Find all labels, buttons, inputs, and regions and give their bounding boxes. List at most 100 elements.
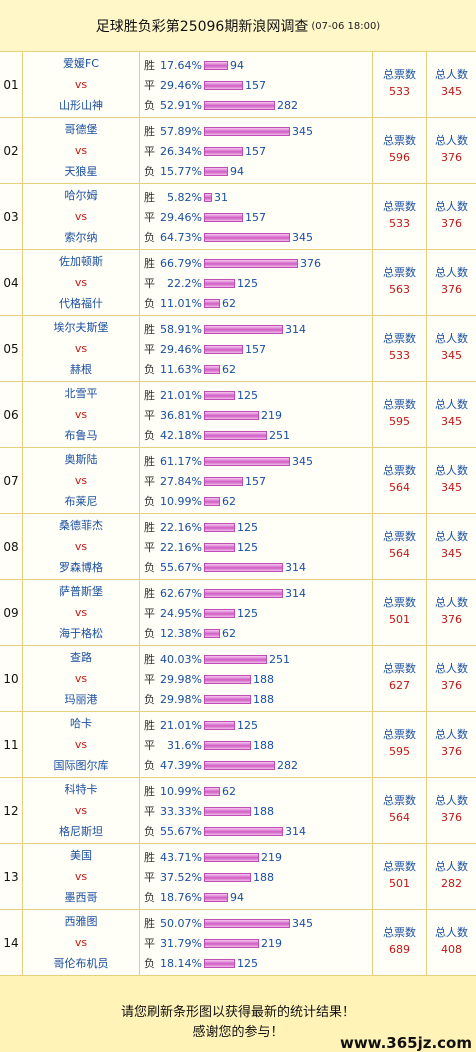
home-team-link[interactable]: 爱媛FC [62, 57, 99, 70]
loss-percent: 42.18% [160, 428, 202, 442]
away-team-link[interactable]: 国际图尔库 [53, 759, 109, 772]
total-people-cell: 总人数 345 [426, 448, 476, 513]
total-votes-cell: 总票数 595 [372, 712, 426, 777]
home-team-link[interactable]: 西雅图 [64, 915, 98, 928]
away-team-link[interactable]: 索尔纳 [64, 231, 98, 244]
draw-bar [204, 410, 259, 420]
match-row: 08 桑德菲杰 vs 罗森博格 胜 22.16% 125 平 22.16% 125 负 55.67% 3… [0, 514, 476, 580]
total-votes-label: 总票数 [383, 464, 416, 477]
draw-line: 平 36.81% 219 [140, 407, 372, 423]
away-team-link[interactable]: 玛丽港 [64, 693, 98, 706]
loss-line: 负 55.67% 314 [140, 823, 372, 839]
draw-line: 平 29.98% 188 [140, 671, 372, 687]
win-label: 胜 [144, 917, 155, 930]
home-team-link[interactable]: 科特卡 [64, 783, 98, 796]
total-votes-cell: 总票数 564 [372, 448, 426, 513]
match-number: 06 [3, 407, 19, 422]
home-team-link[interactable]: 埃尔夫斯堡 [53, 321, 109, 334]
away-team-link[interactable]: 哥伦布机员 [53, 957, 109, 970]
total-people-label: 总人数 [435, 266, 468, 279]
match-teams: 西雅图 vs 哥伦布机员 [22, 910, 140, 975]
home-team-link[interactable]: 奥斯陆 [64, 453, 98, 466]
loss-percent: 11.01% [160, 296, 202, 310]
loss-count: 314 [285, 560, 306, 574]
total-votes-value: 501 [389, 613, 410, 626]
draw-count: 188 [253, 804, 274, 818]
vs-label: vs [74, 474, 88, 487]
away-team-link[interactable]: 赫根 [70, 363, 92, 376]
draw-count: 157 [245, 78, 266, 92]
draw-line: 平 26.34% 157 [140, 143, 372, 159]
win-line: 胜 21.01% 125 [140, 717, 372, 733]
survey-time: (07-06 18:00) [311, 21, 381, 32]
win-percent: 57.89% [160, 124, 202, 138]
draw-count: 157 [245, 342, 266, 356]
win-percent: 21.01% [160, 388, 202, 402]
away-team-link[interactable]: 天狼星 [64, 165, 98, 178]
total-people-label: 总人数 [435, 794, 468, 807]
loss-percent: 52.91% [160, 98, 202, 112]
match-row: 14 西雅图 vs 哥伦布机员 胜 50.07% 345 平 31.79% 219 负 18.14% 1… [0, 910, 476, 976]
win-count: 31 [214, 190, 228, 204]
away-team-link[interactable]: 格尼斯坦 [59, 825, 103, 838]
loss-label: 负 [144, 165, 155, 178]
win-count: 314 [285, 586, 306, 600]
loss-bar [204, 562, 283, 572]
draw-percent: 26.34% [160, 144, 202, 158]
away-team-link[interactable]: 山形山神 [59, 99, 103, 112]
away-team-link[interactable]: 罗森博格 [59, 561, 103, 574]
total-votes-cell: 总票数 689 [372, 910, 426, 975]
win-label: 胜 [144, 191, 155, 204]
loss-label: 负 [144, 693, 155, 706]
home-team-link[interactable]: 哥德堡 [64, 123, 98, 136]
win-label: 胜 [144, 125, 155, 138]
total-people-value: 345 [441, 547, 462, 560]
away-team-link[interactable]: 布鲁马 [64, 429, 98, 442]
total-people-label: 总人数 [435, 530, 468, 543]
away-team-link[interactable]: 墨西哥 [64, 891, 98, 904]
draw-line: 平 29.46% 157 [140, 341, 372, 357]
loss-label: 负 [144, 495, 155, 508]
home-team-link[interactable]: 查路 [70, 651, 92, 664]
win-percent: 21.01% [160, 718, 202, 732]
draw-line: 平 31.79% 219 [140, 935, 372, 951]
win-line: 胜 21.01% 125 [140, 387, 372, 403]
home-team-link[interactable]: 美国 [70, 849, 92, 862]
total-people-value: 376 [441, 811, 462, 824]
match-number: 10 [3, 671, 19, 686]
home-team-link[interactable]: 萨普斯堡 [59, 585, 103, 598]
loss-bar [204, 496, 220, 506]
match-row: 10 查路 vs 玛丽港 胜 40.03% 251 平 29.98% 188 负 29.98% 188 总… [0, 646, 476, 712]
home-team-link[interactable]: 北雪平 [64, 387, 98, 400]
home-team-link[interactable]: 哈卡 [70, 717, 92, 730]
match-number: 05 [3, 341, 19, 356]
away-team-link[interactable]: 布莱尼 [64, 495, 98, 508]
away-team-link[interactable]: 海于格松 [59, 627, 103, 640]
win-bar [204, 258, 298, 268]
win-count: 345 [292, 124, 313, 138]
win-bar [204, 786, 220, 796]
home-team-link[interactable]: 哈尔姆 [64, 189, 98, 202]
loss-bar [204, 430, 267, 440]
win-line: 胜 22.16% 125 [140, 519, 372, 535]
away-team-link[interactable]: 代格福什 [59, 297, 103, 310]
win-label: 胜 [144, 521, 155, 534]
win-count: 345 [292, 454, 313, 468]
total-votes-value: 563 [389, 283, 410, 296]
home-team-link[interactable]: 佐加顿斯 [59, 255, 103, 268]
win-percent: 58.91% [160, 322, 202, 336]
total-votes-cell: 总票数 627 [372, 646, 426, 711]
draw-percent: 27.84% [160, 474, 202, 488]
loss-label: 负 [144, 627, 155, 640]
loss-bar [204, 760, 275, 770]
win-label: 胜 [144, 653, 155, 666]
win-percent: 43.71% [160, 850, 202, 864]
draw-count: 188 [253, 870, 274, 884]
draw-line: 平 31.6% 188 [140, 737, 372, 753]
match-teams: 哈卡 vs 国际图尔库 [22, 712, 140, 777]
home-team-link[interactable]: 桑德菲杰 [59, 519, 103, 532]
win-bar [204, 192, 212, 202]
loss-label: 负 [144, 297, 155, 310]
win-bar [204, 60, 228, 70]
win-line: 胜 58.91% 314 [140, 321, 372, 337]
